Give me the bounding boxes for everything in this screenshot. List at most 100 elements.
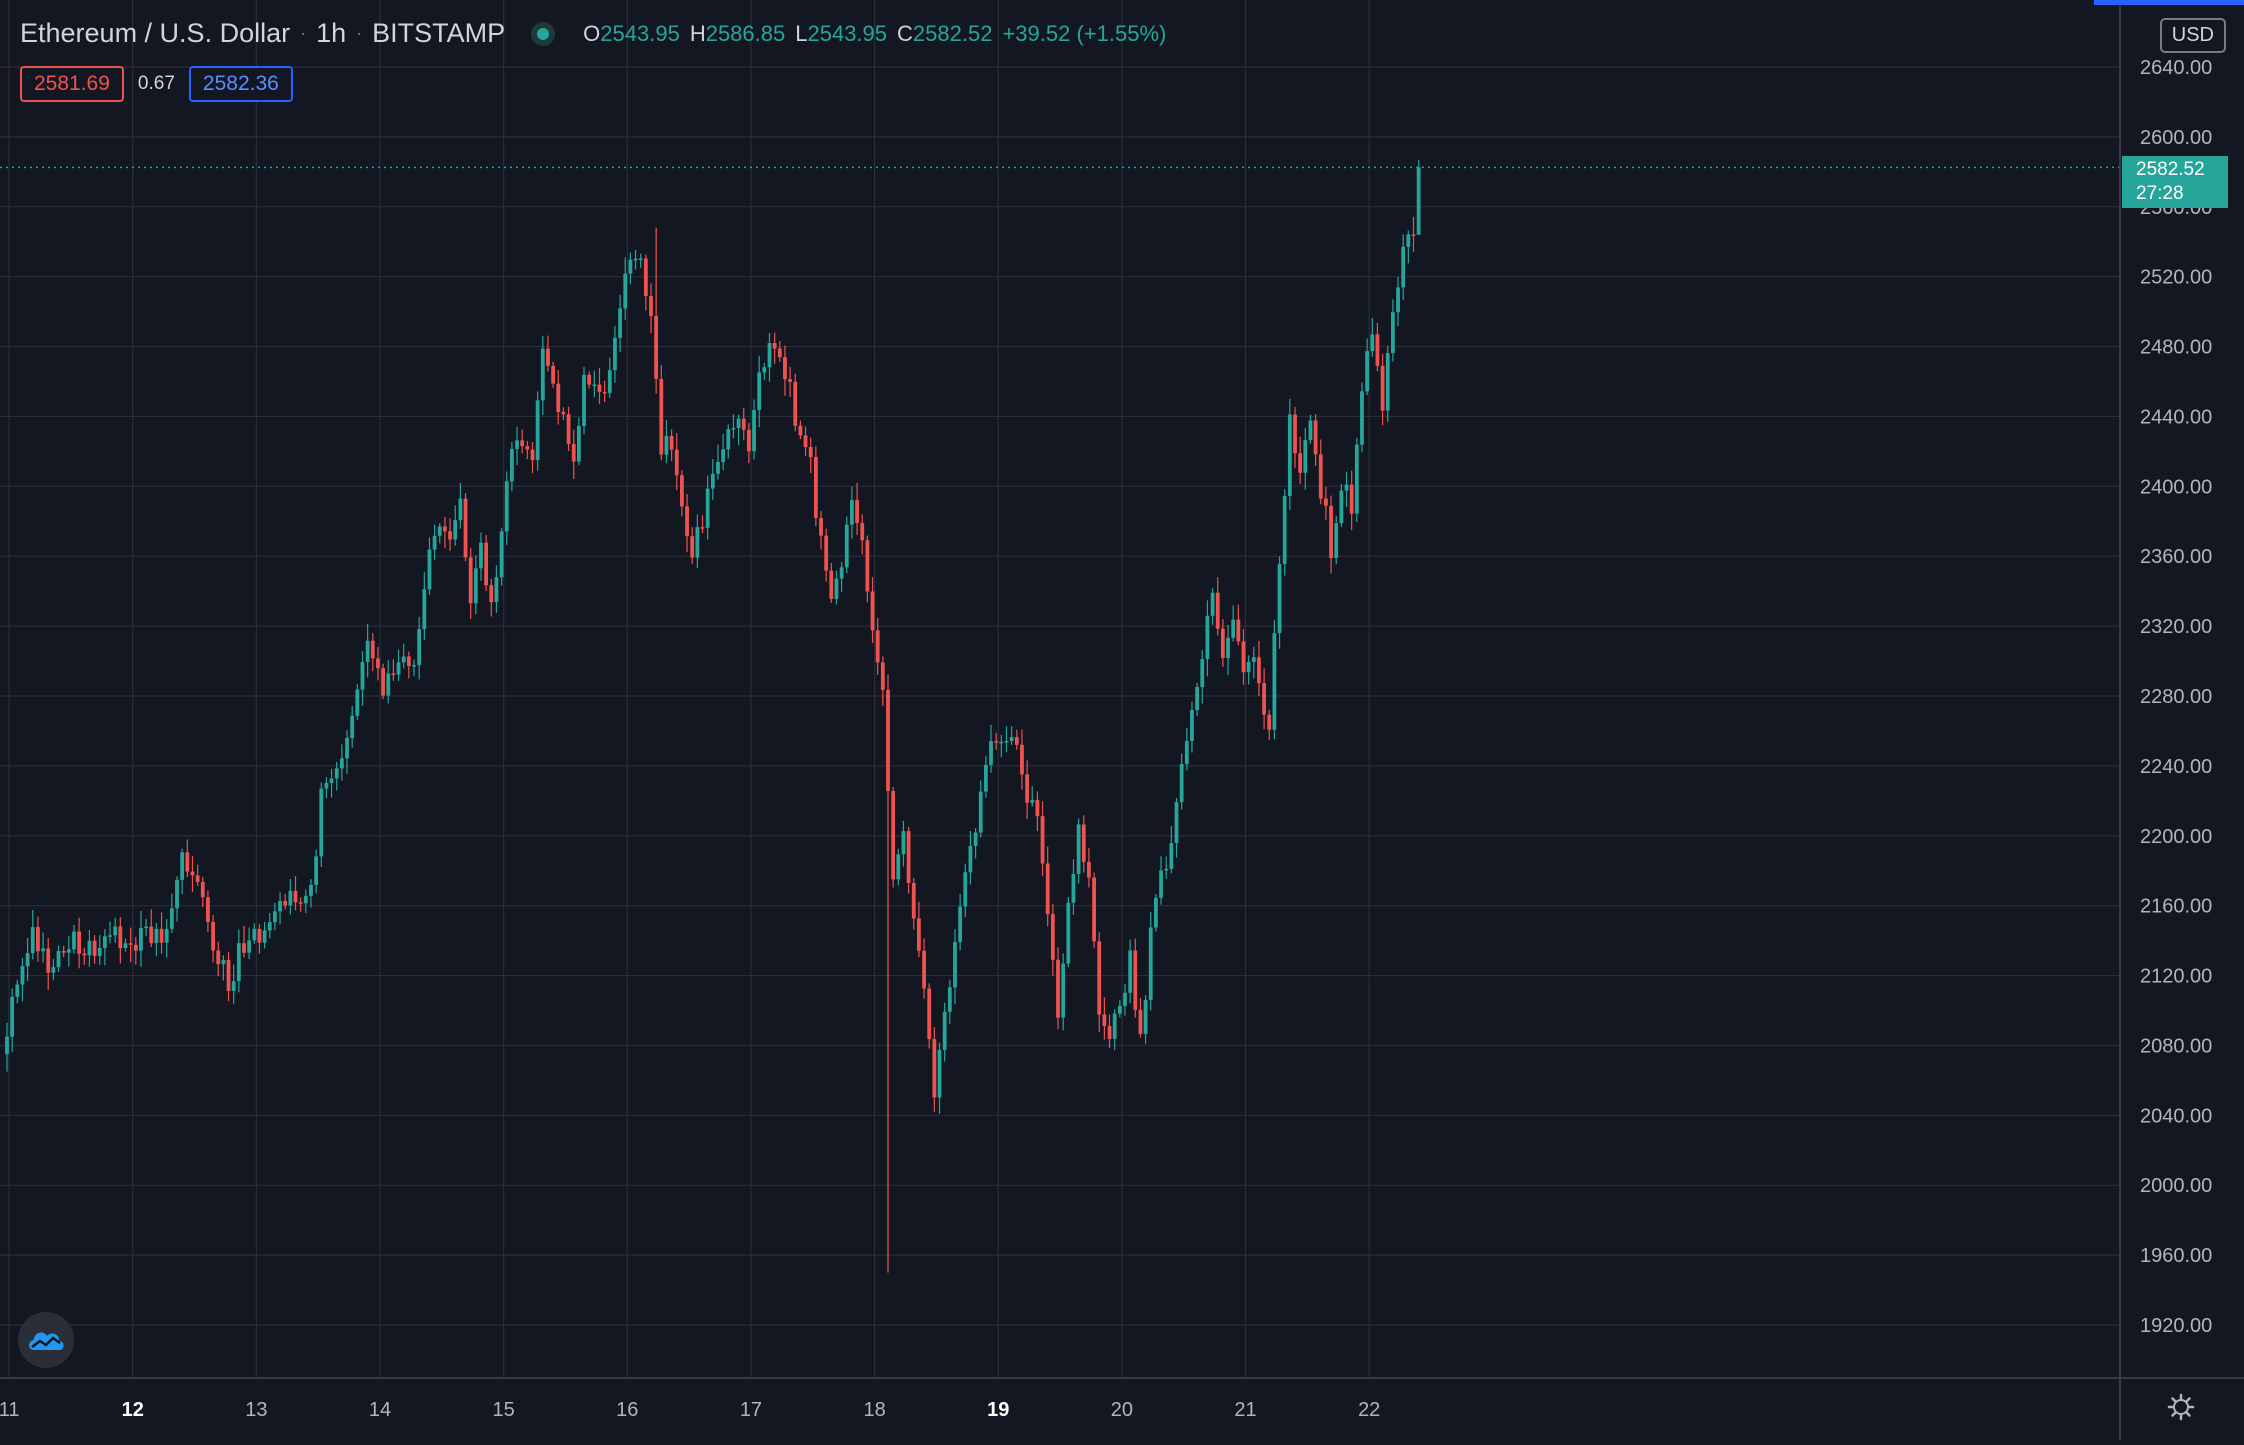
candle-body bbox=[139, 927, 143, 951]
candle-body bbox=[968, 845, 973, 873]
time-tick-label: 20 bbox=[1111, 1399, 1133, 1421]
candle-body bbox=[1045, 863, 1050, 915]
candle-body bbox=[1313, 420, 1318, 455]
candle-body bbox=[185, 852, 190, 872]
candle-body bbox=[283, 900, 288, 906]
candle-body bbox=[1133, 950, 1138, 1010]
candle-body bbox=[293, 890, 298, 903]
candle-body bbox=[989, 741, 993, 765]
symbol-name[interactable]: Ethereum / U.S. Dollar bbox=[20, 18, 291, 48]
price-tick-label: 2320.00 bbox=[2140, 616, 2212, 638]
candle-body bbox=[309, 884, 313, 896]
candle-body bbox=[1411, 234, 1416, 236]
candle-body bbox=[942, 1011, 947, 1050]
ask-price[interactable]: 2582.36 bbox=[188, 66, 293, 102]
candle-body bbox=[1339, 490, 1344, 524]
last-price-value: 2582.52 bbox=[2136, 159, 2205, 180]
candle-body bbox=[1246, 661, 1251, 673]
candle-body bbox=[422, 589, 427, 630]
candle-body bbox=[432, 535, 437, 550]
candle-body bbox=[159, 928, 164, 943]
time-tick-label: 19 bbox=[987, 1399, 1009, 1421]
candle-body bbox=[561, 412, 566, 415]
candle-body bbox=[1298, 453, 1303, 473]
time-tick-label: 13 bbox=[245, 1399, 267, 1421]
candle-body bbox=[654, 315, 659, 379]
time-tick-label: 21 bbox=[1234, 1399, 1256, 1421]
candle-body bbox=[1097, 941, 1102, 1015]
candle-body bbox=[757, 372, 762, 410]
candle-body bbox=[66, 949, 71, 953]
candle-body bbox=[659, 378, 664, 455]
candle-body bbox=[937, 1049, 942, 1098]
bar-countdown: 27:28 bbox=[2136, 183, 2184, 204]
candle-body bbox=[886, 689, 890, 791]
bid-price[interactable]: 2581.69 bbox=[20, 66, 124, 102]
candle-body bbox=[206, 897, 210, 922]
candle-body bbox=[1153, 897, 1158, 928]
candle-body bbox=[1107, 1025, 1112, 1039]
candle-body bbox=[695, 527, 700, 558]
candle-body bbox=[731, 427, 736, 430]
candle-body bbox=[767, 343, 772, 368]
candle-body bbox=[412, 665, 416, 667]
candle-body bbox=[911, 883, 916, 919]
candle-body bbox=[1360, 391, 1364, 445]
candle-body bbox=[1143, 999, 1148, 1034]
candle-body bbox=[680, 475, 684, 507]
candle-body bbox=[226, 959, 231, 991]
candle-body bbox=[468, 557, 473, 604]
candle-body bbox=[1025, 774, 1029, 803]
candle-body bbox=[1401, 246, 1406, 288]
candle-body bbox=[298, 902, 303, 904]
price-scale[interactable]: 1920.00 1960.00 2000.00 2040.00 2080.00 2120.… bbox=[2119, 0, 2212, 1440]
exchange-label: BITSTAMP bbox=[372, 18, 506, 48]
price-tick-label: 2440.00 bbox=[2140, 406, 2212, 428]
candle-body bbox=[710, 473, 715, 489]
price-tick-label: 1920.00 bbox=[2140, 1315, 2212, 1337]
candle-body bbox=[752, 409, 756, 452]
candle-body bbox=[82, 953, 87, 956]
time-tick-label: 12 bbox=[122, 1399, 144, 1421]
price-tick-label: 2480.00 bbox=[2140, 337, 2212, 359]
candle-body bbox=[1164, 868, 1169, 871]
candle-body bbox=[741, 418, 746, 430]
candle-body bbox=[530, 449, 535, 461]
candle-body bbox=[1220, 628, 1225, 659]
candle-body bbox=[324, 782, 329, 789]
candle-body bbox=[525, 446, 530, 450]
candle-body bbox=[1071, 873, 1076, 903]
candle-body bbox=[633, 258, 638, 261]
tradingview-cloud-logo-icon[interactable] bbox=[18, 1312, 74, 1368]
interval-label[interactable]: 1h bbox=[316, 18, 347, 48]
candle-body bbox=[1370, 334, 1375, 352]
candle-body bbox=[195, 875, 200, 882]
currency-button[interactable]: USD bbox=[2159, 18, 2226, 53]
time-tick-label: 22 bbox=[1358, 1399, 1380, 1421]
candle-body bbox=[242, 943, 246, 953]
price-tick-label: 2200.00 bbox=[2140, 826, 2212, 848]
time-scale[interactable]: 11 12 13 14 15 16 17 18 19 20 21 22 bbox=[0, 1377, 2244, 1421]
low-value: 2543.95 bbox=[807, 20, 888, 46]
candles bbox=[5, 159, 1421, 1273]
candle-body bbox=[1190, 710, 1194, 741]
top-accent-bar bbox=[2094, 0, 2244, 5]
candle-body bbox=[1282, 496, 1287, 564]
market-open-dot-icon bbox=[531, 21, 556, 46]
candle-body bbox=[1318, 454, 1323, 499]
price-tick-label: 2040.00 bbox=[2140, 1105, 2212, 1127]
candle-body bbox=[1184, 740, 1189, 764]
candle-body bbox=[1226, 637, 1230, 659]
candle-body bbox=[844, 524, 849, 568]
candle-body bbox=[1020, 744, 1024, 775]
candle-body bbox=[175, 879, 179, 909]
gear-icon[interactable] bbox=[2164, 1390, 2198, 1424]
candle-body bbox=[257, 928, 262, 943]
candle-body bbox=[267, 922, 272, 931]
candle-body bbox=[788, 379, 793, 382]
candle-body bbox=[463, 498, 468, 558]
candle-body bbox=[30, 927, 35, 954]
